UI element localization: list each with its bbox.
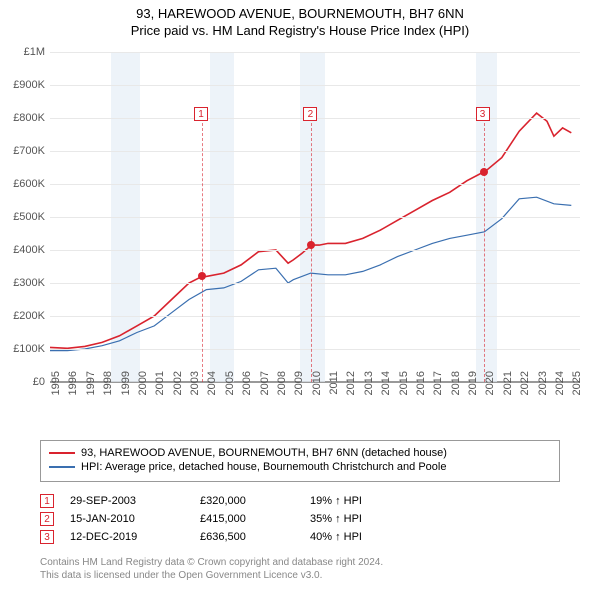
marker-dot [198, 272, 206, 280]
sales-table: 1 29-SEP-2003£320,00019% ↑ HPI 2 15-JAN-201… [40, 490, 560, 548]
y-tick-label: £0 [1, 376, 45, 388]
y-tick-label: £800K [1, 112, 45, 124]
sales-date: 15-JAN-2010 [70, 513, 200, 525]
x-tick-label: 2018 [450, 371, 462, 401]
x-tick-label: 1995 [50, 371, 62, 401]
x-tick-label: 2007 [259, 371, 271, 401]
footer-line-1: Contains HM Land Registry data © Crown c… [40, 556, 560, 569]
marker-dot [480, 168, 488, 176]
x-tick-label: 2024 [554, 371, 566, 401]
marker-box: 3 [476, 107, 490, 121]
y-tick-label: £300K [1, 277, 45, 289]
y-tick-label: £700K [1, 145, 45, 157]
sales-date: 12-DEC-2019 [70, 531, 200, 543]
gridline [50, 85, 580, 86]
x-tick-label: 2009 [293, 371, 305, 401]
sales-row: 2 15-JAN-2010£415,00035% ↑ HPI [40, 512, 560, 526]
title-block: 93, HAREWOOD AVENUE, BOURNEMOUTH, BH7 6N… [0, 0, 600, 38]
title-address: 93, HAREWOOD AVENUE, BOURNEMOUTH, BH7 6N… [0, 6, 600, 21]
sales-marker: 2 [40, 512, 54, 526]
x-tick-label: 2011 [328, 371, 340, 401]
legend-swatch [49, 466, 75, 468]
marker-dot [307, 241, 315, 249]
x-tick-label: 2017 [432, 371, 444, 401]
x-tick-label: 1999 [120, 371, 132, 401]
gridline [50, 151, 580, 152]
sales-price: £320,000 [200, 495, 310, 507]
gridline [50, 184, 580, 185]
marker-vline [202, 123, 203, 382]
y-tick-label: £900K [1, 79, 45, 91]
x-tick-label: 2010 [311, 371, 323, 401]
x-tick-label: 2025 [571, 371, 583, 401]
sales-diff: 19% ↑ HPI [310, 495, 430, 507]
y-tick-label: £500K [1, 211, 45, 223]
x-tick-label: 1998 [102, 371, 114, 401]
chart-area: 123 £0£100K£200K£300K£400K£500K£600K£700… [50, 52, 580, 404]
marker-vline [311, 123, 312, 382]
x-tick-label: 1997 [85, 371, 97, 401]
footer-line-2: This data is licensed under the Open Gov… [40, 569, 560, 582]
legend-label: 93, HAREWOOD AVENUE, BOURNEMOUTH, BH7 6N… [81, 447, 447, 459]
y-tick-label: £200K [1, 310, 45, 322]
gridline [50, 316, 580, 317]
gridline [50, 250, 580, 251]
x-tick-label: 2006 [241, 371, 253, 401]
sales-marker: 3 [40, 530, 54, 544]
x-tick-label: 2001 [154, 371, 166, 401]
x-tick-label: 2005 [224, 371, 236, 401]
sales-price: £636,500 [200, 531, 310, 543]
x-tick-label: 2004 [206, 371, 218, 401]
legend-box: 93, HAREWOOD AVENUE, BOURNEMOUTH, BH7 6N… [40, 440, 560, 482]
x-tick-label: 1996 [67, 371, 79, 401]
sales-diff: 40% ↑ HPI [310, 531, 430, 543]
x-tick-label: 2000 [137, 371, 149, 401]
sales-price: £415,000 [200, 513, 310, 525]
x-tick-label: 2015 [398, 371, 410, 401]
legend-label: HPI: Average price, detached house, Bour… [81, 461, 446, 473]
x-tick-label: 2019 [467, 371, 479, 401]
legend-row: HPI: Average price, detached house, Bour… [49, 461, 551, 473]
y-tick-label: £1M [1, 46, 45, 58]
chart-container: 93, HAREWOOD AVENUE, BOURNEMOUTH, BH7 6N… [0, 0, 600, 590]
sales-diff: 35% ↑ HPI [310, 513, 430, 525]
marker-box: 1 [194, 107, 208, 121]
x-tick-label: 2022 [519, 371, 531, 401]
x-tick-label: 2020 [484, 371, 496, 401]
sales-row: 1 29-SEP-2003£320,00019% ↑ HPI [40, 494, 560, 508]
gridline [50, 217, 580, 218]
x-tick-label: 2012 [345, 371, 357, 401]
plot: 1 2 3 [50, 52, 580, 382]
x-tick-label: 2002 [172, 371, 184, 401]
x-tick-label: 2021 [502, 371, 514, 401]
x-tick-label: 2016 [415, 371, 427, 401]
sales-date: 29-SEP-2003 [70, 495, 200, 507]
legend-row: 93, HAREWOOD AVENUE, BOURNEMOUTH, BH7 6N… [49, 447, 551, 459]
sales-marker: 1 [40, 494, 54, 508]
x-tick-label: 2013 [363, 371, 375, 401]
x-tick-label: 2008 [276, 371, 288, 401]
y-tick-label: £100K [1, 343, 45, 355]
y-tick-label: £400K [1, 244, 45, 256]
title-subtitle: Price paid vs. HM Land Registry's House … [0, 23, 600, 38]
footer-attribution: Contains HM Land Registry data © Crown c… [40, 556, 560, 582]
sales-row: 3 12-DEC-2019£636,50040% ↑ HPI [40, 530, 560, 544]
marker-vline [484, 123, 485, 382]
marker-box: 2 [303, 107, 317, 121]
x-tick-label: 2003 [189, 371, 201, 401]
x-tick-label: 2023 [537, 371, 549, 401]
gridline [50, 283, 580, 284]
gridline [50, 52, 580, 53]
y-tick-label: £600K [1, 178, 45, 190]
x-tick-label: 2014 [380, 371, 392, 401]
legend-swatch [49, 452, 75, 454]
gridline [50, 349, 580, 350]
